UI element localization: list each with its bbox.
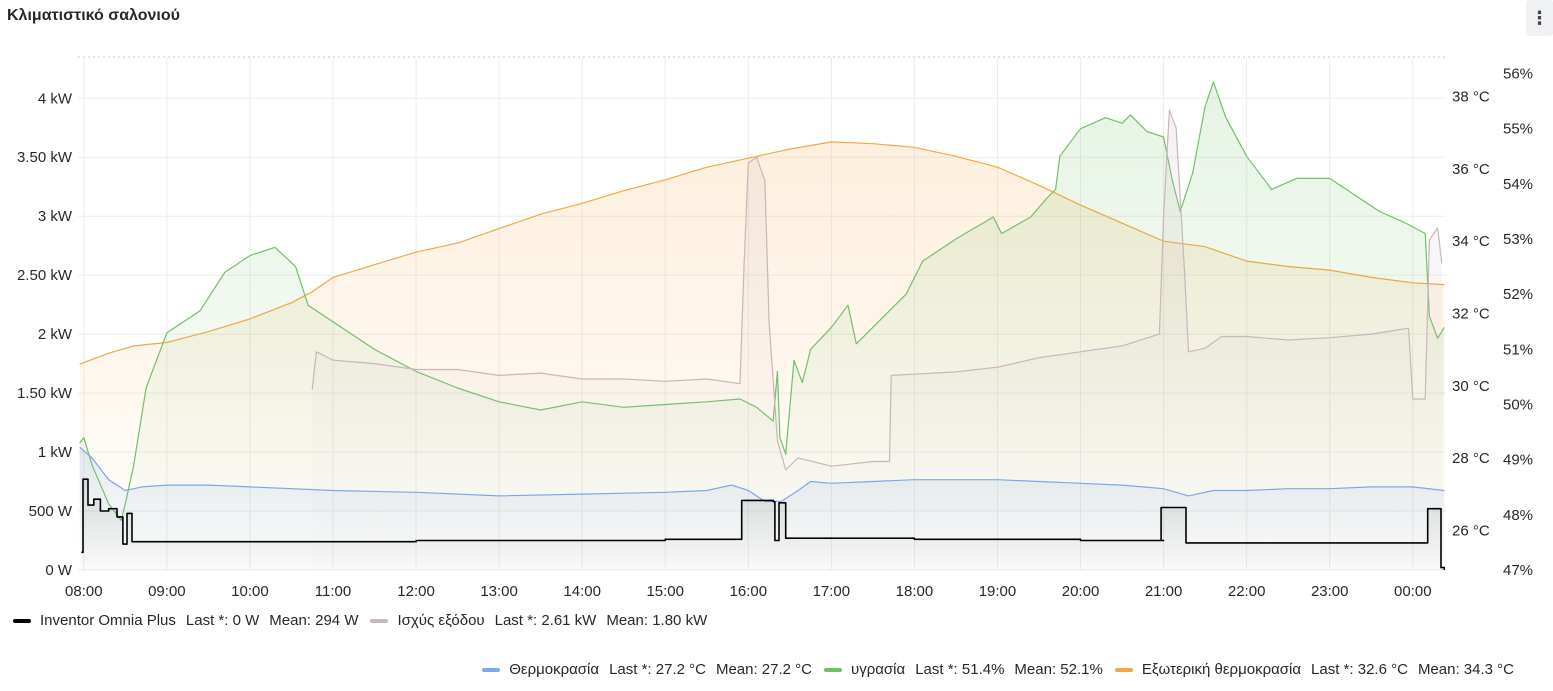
y-tick-humidity: 55% [1503,121,1533,138]
legend-swatch [482,667,501,672]
x-tick: 11:00 [315,583,351,600]
x-tick: 15:00 [646,583,684,600]
y-tick-temperature: 30 °C [1452,378,1490,395]
panel-title: Κλιματιστικό σαλονιού [7,7,180,24]
y-tick-humidity: 56% [1503,66,1533,83]
legend-series-name: Θερμοκρασία [509,661,600,678]
x-tick: 08:00 [65,583,103,600]
x-tick: 23:00 [1311,583,1349,600]
series-line [311,109,1443,471]
y-tick-temperature: 26 °C [1452,522,1490,539]
legend-last: Last *: 2.61 kW [494,612,597,629]
legend-series-name: υγρασία [851,661,906,678]
y-tick-power: 1 kW [38,444,73,461]
legend-mean: Mean: 34.3 °C [1417,661,1514,678]
legend-series-name: Εξωτερική θερμοκρασία [1141,661,1302,678]
x-tick: 17:00 [813,583,851,600]
legend-swatch [1114,667,1133,672]
x-tick: 12:00 [397,583,435,600]
legend-mean: Mean: 1.80 kW [606,612,708,629]
x-tick: 22:00 [1228,583,1266,600]
y-tick-humidity: 47% [1503,562,1533,579]
y-tick-power: 2.50 kW [17,267,73,284]
y-tick-humidity: 48% [1503,507,1533,524]
y-tick-power: 2 kW [38,326,73,343]
legend-last: Last *: 32.6 °C [1311,661,1408,678]
legend-last: Last *: 27.2 °C [609,661,706,678]
x-tick: 16:00 [730,583,768,600]
x-tick: 20:00 [1062,583,1100,600]
legend-swatch [824,667,843,672]
y-tick-humidity: 51% [1503,341,1533,358]
series-line [81,478,1446,570]
y-tick-power: 1.50 kW [17,385,73,402]
y-tick-humidity: 50% [1503,397,1533,414]
kebab-menu-icon[interactable]: ⋮ [1526,0,1553,36]
x-tick: 21:00 [1145,583,1183,600]
x-tick: 14:00 [563,583,601,600]
legend-swatch [370,618,389,623]
x-tick: 09:00 [148,583,186,600]
legend-mean: Mean: 52.1% [1014,661,1103,678]
y-tick-temperature: 38 °C [1452,89,1490,106]
legend-mean: Mean: 294 W [269,612,359,629]
series-area [312,110,1442,570]
legend-item[interactable]: Ισχύς εξόδου Last *: 2.61 kW Mean: 1.80 kW [370,612,707,629]
y-tick-temperature: 36 °C [1452,161,1490,178]
y-tick-temperature: 34 °C [1452,233,1490,250]
series-line [79,81,1445,521]
legend-item[interactable]: Εξωτερική θερμοκρασία Last *: 32.6 °C Mean… [1114,661,1514,678]
legend-item[interactable]: Inventor Omnia Plus Last *: 0 W Mean: 294 … [13,612,358,629]
y-tick-humidity: 52% [1503,286,1533,303]
x-tick: 18:00 [896,583,934,600]
x-tick: 10:00 [231,583,269,600]
y-tick-power: 500 W [29,503,73,520]
y-tick-humidity: 54% [1503,176,1533,193]
legend-row-climate: Θερμοκρασία Last *: 27.2 °C Mean: 27.2 °C υ… [482,661,1526,678]
y-tick-temperature: 28 °C [1452,450,1490,467]
y-tick-temperature: 32 °C [1452,306,1490,323]
legend-item[interactable]: Θερμοκρασία Last *: 27.2 °C Mean: 27.2 °C [482,661,812,678]
legend-series-name: Inventor Omnia Plus [40,612,176,629]
x-tick: 00:00 [1394,583,1432,600]
legend-item[interactable]: υγρασία Last *: 51.4% Mean: 52.1% [824,661,1103,678]
y-tick-humidity: 53% [1503,231,1533,248]
legend-last: Last *: 51.4% [915,661,1005,678]
legend-series-name: Ισχύς εξόδου [397,612,485,629]
legend-last: Last *: 0 W [185,612,260,629]
legend-swatch [13,618,31,623]
x-tick: 13:00 [480,583,518,600]
y-tick-power: 0 W [45,562,73,579]
y-tick-power: 4 kW [38,90,73,107]
legend-mean: Mean: 27.2 °C [715,661,813,678]
x-tick: 19:00 [979,583,1017,600]
series-area [81,479,1445,570]
y-tick-humidity: 49% [1503,452,1533,469]
y-tick-power: 3.50 kW [17,149,73,166]
legend-row-power: Inventor Omnia Plus Last *: 0 W Mean: 294 … [13,612,719,629]
y-tick-power: 3 kW [38,208,73,225]
series-line [79,446,1445,502]
